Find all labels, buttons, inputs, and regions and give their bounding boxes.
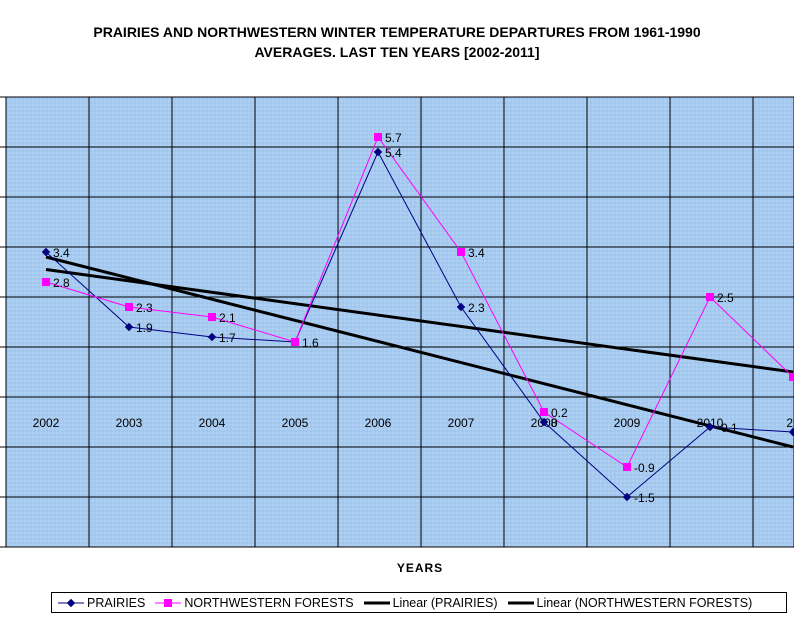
legend-key-prairies [58,598,84,607]
legend-item-northwestern-forests: NORTHWESTERN FORESTS [155,595,354,610]
legend-item-prairies: PRAIRIES [58,596,145,610]
data-point-diamond [124,322,134,332]
trendlines [45,255,794,449]
chart-title-line-1: PRAIRIES AND NORTHWESTERN WINTER TEMPERA… [93,24,701,40]
data-label: 1.9 [136,321,153,335]
x-category-label: 2002 [33,416,60,430]
legend-label-northwestern-forests: NORTHWESTERN FORESTS [184,595,354,610]
legend-item-linear-prairies: Linear (PRAIRIES) [363,595,498,610]
data-label: 2.3 [468,301,485,315]
data-label: 1.6 [302,336,319,350]
data-label: -0.1 [717,421,738,435]
chart-title: PRAIRIES AND NORTHWESTERN WINTER TEMPERA… [0,22,794,62]
data-point-diamond [207,332,217,342]
data-point-square [291,338,299,346]
data-point-diamond [622,492,632,502]
x-category-label: 2003 [116,416,143,430]
line-chart: 20022003200420052006200720082009201020 3… [0,96,794,548]
data-label: 2.5 [717,291,734,305]
legend-label-linear-northwestern-forests: Linear (NORTHWESTERN FORESTS) [536,595,753,610]
trendline [45,255,794,449]
legend-item-linear-northwestern-forests: Linear (NORTHWESTERN FORESTS) [507,595,753,610]
data-point-square [623,463,631,471]
legend-label-prairies: PRAIRIES [87,595,146,610]
data-point-square [457,248,465,256]
x-axis-label: YEARS [396,561,444,575]
data-label: 0.2 [551,406,568,420]
series-markers [41,133,794,502]
x-category-label: 2009 [614,416,641,430]
series-line [45,150,794,498]
data-point-square [374,133,382,141]
data-label: 0 [551,416,558,430]
chart-legend: PRAIRIES NORTHWESTERN FORESTS Linear (PR… [51,592,787,613]
data-point-diamond [456,302,466,312]
data-label: -0.9 [634,461,655,475]
chart-title-line-2: AVERAGES. LAST TEN YEARS [2002-2011] [254,44,540,60]
series-line [45,135,794,468]
data-label: 5.4 [385,146,402,160]
data-point-diamond [705,422,715,432]
legend-key-linear-northwestern-forests [507,601,534,604]
data-label: -1.5 [634,491,655,505]
data-point-square [125,303,133,311]
x-axis-category-labels: 20022003200420052006200720082009201020 [33,416,794,430]
data-label: 2.1 [219,311,236,325]
legend-key-northwestern-forests [155,598,182,607]
data-point-square [789,373,794,381]
x-category-label: 20 [786,416,794,430]
data-point-diamond [373,147,383,157]
data-point-square [540,408,548,416]
data-labels: 3.4 1.9 1.7 5.4 2.3 0 -1.5 -0.1 2.8 2.3 2.1 1.6 5.7 3… [53,131,738,505]
data-label: 2.3 [136,301,153,315]
data-label: 5.7 [385,131,402,145]
data-label: 3.4 [53,246,70,260]
data-point-square [208,313,216,321]
x-category-label: 2004 [199,416,226,430]
data-point-diamond [41,247,51,257]
plot-area [5,96,794,548]
data-label: 2.8 [53,276,70,290]
data-point-diamond [539,417,549,427]
data-label: 3.4 [468,246,485,260]
data-point-square [42,278,50,286]
x-category-label: 2007 [448,416,475,430]
legend-key-linear-prairies [363,601,390,604]
x-category-label: 2006 [365,416,392,430]
data-label: 1.7 [219,331,236,345]
y-axis-ticks [0,96,6,548]
legend-label-linear-prairies: Linear (PRAIRIES) [392,595,498,610]
x-category-label: 2005 [282,416,309,430]
series-lines [45,135,794,498]
data-point-diamond [788,427,794,437]
trendline [45,268,794,374]
data-point-square [706,293,714,301]
gridlines [6,97,794,547]
